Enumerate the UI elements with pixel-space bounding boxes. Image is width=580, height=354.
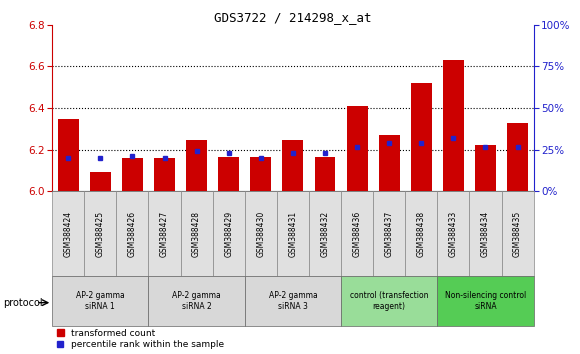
Text: GSM388426: GSM388426 [128, 211, 137, 257]
Bar [379, 135, 400, 191]
Bar [58, 119, 79, 191]
Bar [148, 191, 180, 276]
Bar [213, 191, 245, 276]
Text: GSM388431: GSM388431 [288, 211, 298, 257]
Text: GSM388425: GSM388425 [96, 211, 105, 257]
Bar [52, 276, 148, 326]
Bar [469, 191, 502, 276]
Bar [122, 158, 143, 191]
Bar [117, 191, 148, 276]
Bar [277, 191, 309, 276]
Bar [154, 158, 175, 191]
Bar [502, 191, 534, 276]
Text: GSM388428: GSM388428 [192, 211, 201, 257]
Text: GSM388438: GSM388438 [417, 211, 426, 257]
Text: GSM388434: GSM388434 [481, 211, 490, 257]
Bar [218, 157, 239, 191]
Text: protocol: protocol [3, 298, 42, 308]
Bar [309, 191, 341, 276]
Bar [84, 191, 117, 276]
Text: GSM388435: GSM388435 [513, 211, 522, 257]
Bar [341, 276, 437, 326]
Bar [475, 145, 496, 191]
Bar [437, 276, 534, 326]
Text: GSM388427: GSM388427 [160, 211, 169, 257]
Text: AP-2 gamma
siRNA 2: AP-2 gamma siRNA 2 [172, 291, 221, 310]
Bar [52, 191, 84, 276]
Text: control (transfection
reagent): control (transfection reagent) [350, 291, 429, 310]
Text: AP-2 gamma
siRNA 1: AP-2 gamma siRNA 1 [76, 291, 125, 310]
Bar [373, 191, 405, 276]
Bar [251, 157, 271, 191]
Text: GSM388424: GSM388424 [64, 211, 72, 257]
Bar [282, 140, 303, 191]
Text: GSM388429: GSM388429 [224, 211, 233, 257]
Text: AP-2 gamma
siRNA 3: AP-2 gamma siRNA 3 [269, 291, 317, 310]
Bar [411, 83, 432, 191]
Bar [245, 191, 277, 276]
Bar [347, 106, 368, 191]
Text: GSM388432: GSM388432 [321, 211, 329, 257]
Bar [90, 172, 111, 191]
Bar [245, 276, 341, 326]
Bar [443, 60, 464, 191]
Bar [186, 140, 207, 191]
Text: GSM388430: GSM388430 [256, 211, 265, 257]
Bar [437, 191, 469, 276]
Title: GDS3722 / 214298_x_at: GDS3722 / 214298_x_at [214, 11, 372, 24]
Text: Non-silencing control
siRNA: Non-silencing control siRNA [445, 291, 526, 310]
Legend: transformed count, percentile rank within the sample: transformed count, percentile rank withi… [57, 329, 224, 349]
Bar [314, 157, 335, 191]
Text: GSM388437: GSM388437 [385, 211, 394, 257]
Bar [507, 122, 528, 191]
Text: GSM388436: GSM388436 [353, 211, 361, 257]
Bar [180, 191, 213, 276]
Bar [405, 191, 437, 276]
Bar [148, 276, 245, 326]
Text: GSM388433: GSM388433 [449, 211, 458, 257]
Bar [341, 191, 373, 276]
